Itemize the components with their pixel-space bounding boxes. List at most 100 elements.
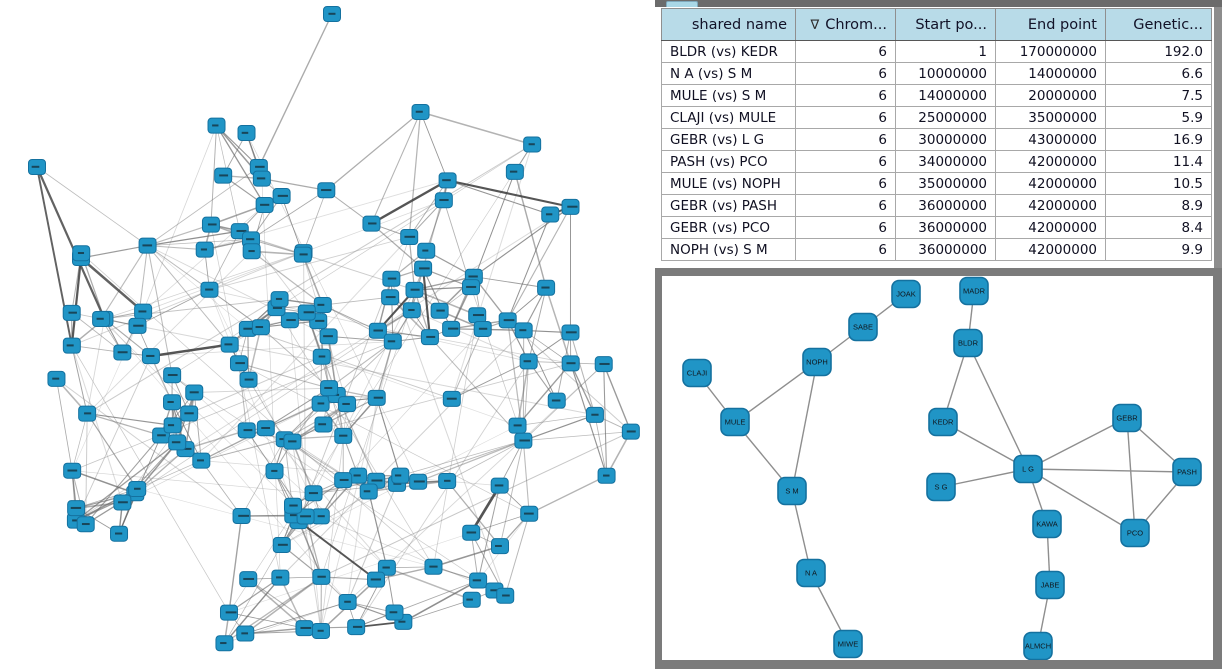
network-edge[interactable]: [147, 166, 260, 246]
network-node[interactable]: S G: [926, 472, 956, 502]
network-edge[interactable]: [56, 378, 242, 517]
network-edge[interactable]: [400, 440, 524, 477]
network-edge[interactable]: [261, 178, 281, 578]
network-edge[interactable]: [402, 579, 479, 623]
cell-value[interactable]: 43000000: [995, 128, 1106, 151]
network-edge[interactable]: [298, 520, 322, 578]
network-edge[interactable]: [72, 341, 393, 472]
network-edge[interactable]: [545, 287, 572, 364]
network-edge[interactable]: [71, 311, 144, 471]
network-node[interactable]: [462, 524, 481, 541]
cell-value[interactable]: 6: [795, 106, 896, 129]
network-edge[interactable]: [265, 427, 388, 569]
table-row[interactable]: NOPH (vs) S M 6 36000000 42000000 9.9: [661, 238, 1212, 261]
network-edge[interactable]: [137, 289, 210, 327]
network-node[interactable]: [347, 619, 366, 636]
network-node[interactable]: [547, 392, 566, 409]
network-edge[interactable]: [86, 318, 105, 414]
cell-value[interactable]: 36000000: [895, 238, 996, 261]
cell-value[interactable]: 7.5: [1105, 84, 1212, 107]
network-edge[interactable]: [420, 111, 449, 181]
cell-value[interactable]: 192.0: [1105, 40, 1212, 63]
network-edge[interactable]: [194, 387, 330, 393]
network-edge[interactable]: [200, 460, 242, 517]
network-edge[interactable]: [433, 545, 501, 568]
network-edge[interactable]: [147, 245, 249, 330]
network-edge[interactable]: [194, 392, 388, 569]
network-edge[interactable]: [471, 513, 530, 534]
network-node[interactable]: [312, 568, 331, 585]
network-node[interactable]: [283, 433, 302, 450]
network-edge[interactable]: [528, 287, 547, 362]
column-header-2[interactable]: Start po...: [895, 8, 996, 41]
network-edge[interactable]: [303, 190, 327, 253]
main-network-view[interactable]: [0, 0, 655, 669]
network-node[interactable]: [283, 497, 302, 514]
network-edge[interactable]: [522, 440, 530, 514]
network-node[interactable]: [424, 558, 443, 575]
cell-value[interactable]: 35000000: [995, 106, 1106, 129]
network-edge[interactable]: [86, 250, 252, 414]
network-edge[interactable]: [320, 341, 394, 632]
network-node[interactable]: [272, 188, 291, 205]
network-node[interactable]: [163, 417, 182, 434]
network-edge[interactable]: [276, 307, 434, 567]
cell-value[interactable]: 6: [795, 172, 896, 195]
network-node[interactable]: [255, 197, 274, 214]
cell-shared-name[interactable]: BLDR (vs) KEDR: [661, 40, 796, 63]
network-edge[interactable]: [185, 429, 247, 450]
network-node[interactable]: [434, 192, 453, 209]
network-node[interactable]: [141, 348, 160, 365]
network-node[interactable]: [367, 389, 386, 406]
network-node[interactable]: [561, 198, 580, 215]
network-node[interactable]: [438, 473, 457, 490]
network-edge[interactable]: [71, 413, 88, 471]
network-edge[interactable]: [75, 441, 178, 522]
cell-value[interactable]: 42000000: [995, 150, 1106, 173]
cell-value[interactable]: 42000000: [995, 216, 1106, 239]
cell-value[interactable]: 6: [795, 150, 896, 173]
network-edge[interactable]: [171, 401, 202, 461]
network-edge[interactable]: [425, 200, 445, 251]
cell-value[interactable]: 25000000: [895, 106, 996, 129]
table-row[interactable]: GEBR (vs) PCO 6 36000000 42000000 8.4: [661, 216, 1212, 239]
network-edge[interactable]: [70, 257, 83, 346]
network-node[interactable]: [383, 333, 402, 350]
network-node[interactable]: [185, 384, 204, 401]
network-node[interactable]: JOAK: [891, 279, 921, 309]
network-edge[interactable]: [147, 230, 240, 247]
network-node[interactable]: [312, 348, 331, 365]
network-node[interactable]: S M: [777, 476, 807, 506]
network-node[interactable]: BLDR: [953, 328, 983, 358]
network-node[interactable]: [597, 467, 616, 484]
network-edge[interactable]: [414, 286, 472, 291]
network-edge[interactable]: [347, 397, 378, 603]
dense-network-graph[interactable]: [0, 0, 655, 669]
cell-value[interactable]: 6: [795, 216, 896, 239]
network-edge[interactable]: [223, 577, 281, 644]
network-node[interactable]: N A: [796, 558, 826, 588]
network-edge[interactable]: [142, 125, 217, 312]
network-node[interactable]: PASH: [1172, 457, 1202, 487]
cell-value[interactable]: 36000000: [895, 194, 996, 217]
network-node[interactable]: [200, 281, 219, 298]
network-node[interactable]: [561, 355, 580, 372]
network-node[interactable]: [252, 170, 271, 187]
network-edge[interactable]: [80, 245, 148, 259]
network-node[interactable]: [272, 537, 291, 554]
network-node[interactable]: [561, 324, 580, 341]
network-node[interactable]: L G: [1013, 454, 1043, 484]
network-node[interactable]: [67, 500, 86, 517]
network-node[interactable]: [110, 525, 129, 542]
network-edge[interactable]: [251, 250, 324, 306]
network-edge[interactable]: [516, 362, 572, 427]
network-edge[interactable]: [523, 431, 631, 442]
network-edge[interactable]: [247, 327, 262, 380]
cell-value[interactable]: 10000000: [895, 62, 996, 85]
network-edge[interactable]: [321, 576, 377, 581]
network-node[interactable]: [334, 472, 353, 489]
cell-value[interactable]: 34000000: [895, 150, 996, 173]
network-edge[interactable]: [507, 319, 632, 433]
network-node[interactable]: [498, 312, 517, 329]
network-edge[interactable]: [321, 431, 632, 578]
